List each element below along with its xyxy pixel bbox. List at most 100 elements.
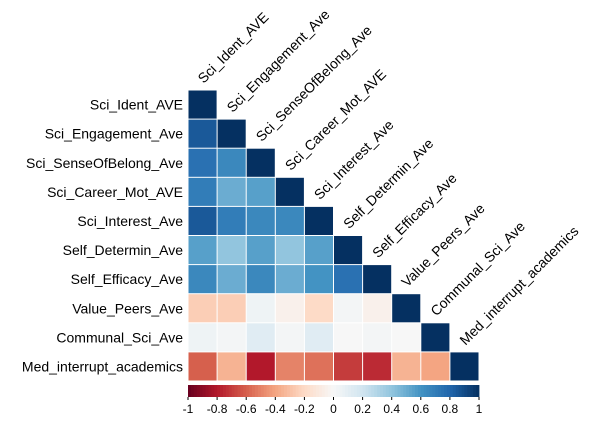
colorbar-segment <box>473 385 477 397</box>
colorbar-tick-label: -1 <box>183 402 194 416</box>
colorbar-segment <box>458 385 462 397</box>
heatmap-cell <box>217 294 246 323</box>
colorbar-tick-label: -0.2 <box>294 402 315 416</box>
row-label: Self_Determin_Ave <box>63 242 184 258</box>
colorbar-segment <box>435 385 439 397</box>
colorbar-segment <box>188 385 192 397</box>
colorbar-segment <box>316 385 320 397</box>
colorbar-segment <box>313 385 317 397</box>
colorbar-segment <box>237 385 241 397</box>
colorbar-segment <box>414 385 419 397</box>
colorbar-segment <box>406 385 410 397</box>
colorbar-segment <box>220 385 224 397</box>
colorbar-tick-label: -0.6 <box>236 402 257 416</box>
colorbar-segment <box>214 385 218 397</box>
colorbar-segment <box>356 385 361 397</box>
colorbar-segment <box>345 385 349 397</box>
colorbar-segment <box>400 385 404 397</box>
colorbar-segment <box>252 385 256 397</box>
colorbar-segment <box>284 385 288 397</box>
heatmap-cell <box>304 265 333 294</box>
colorbar-segment <box>350 385 355 397</box>
colorbar-segment <box>289 385 294 397</box>
heatmap-cells <box>188 90 479 381</box>
colorbar-segment <box>318 385 323 397</box>
heatmap-cell <box>275 206 304 235</box>
colorbar-segment <box>222 385 227 397</box>
colorbar-segment <box>417 385 422 397</box>
colorbar-segment <box>420 385 425 397</box>
colorbar-tick-label: 0.6 <box>412 402 429 416</box>
row-label: Sci_Interest_Ave <box>77 213 183 229</box>
heatmap-cell <box>334 265 363 294</box>
heatmap-cell <box>392 352 421 381</box>
heatmap-cell <box>363 352 392 381</box>
colorbar-tick-label: 1 <box>476 402 483 416</box>
heatmap-cell <box>421 323 450 352</box>
heatmap-cell <box>275 265 304 294</box>
heatmap-cell <box>275 177 304 206</box>
heatmap-cell <box>304 352 333 381</box>
colorbar-segment <box>304 385 308 397</box>
row-label: Sci_Ident_AVE <box>90 97 183 113</box>
heatmap-cell <box>188 206 217 235</box>
colorbar-segment <box>397 385 401 397</box>
colorbar-segment <box>307 385 311 397</box>
row-label: Communal_Sci_Ave <box>56 329 183 345</box>
colorbar-segment <box>324 385 329 397</box>
colorbar-segment <box>254 385 259 397</box>
colorbar-segment <box>196 385 201 397</box>
heatmap-cell <box>304 323 333 352</box>
colorbar <box>188 385 480 397</box>
heatmap-cell <box>188 90 217 119</box>
colorbar-segment <box>377 385 381 397</box>
colorbar-segment <box>234 385 238 397</box>
colorbar-segment <box>246 385 250 397</box>
heatmap-cell <box>246 294 275 323</box>
colorbar-tick-label: 0.4 <box>383 402 400 416</box>
column-label: Sci_Career_Mot_AVE <box>282 66 389 173</box>
colorbar-segment <box>429 385 433 397</box>
heatmap-cell <box>246 236 275 265</box>
colorbar-segment <box>330 385 334 397</box>
colorbar-segment <box>441 385 445 397</box>
colorbar-segment <box>409 385 413 397</box>
heatmap-cell <box>217 352 246 381</box>
colorbar-segment <box>190 385 195 397</box>
column-label: Sci_SenseOfBelong_Ave <box>253 22 375 144</box>
heatmap-cell <box>246 177 275 206</box>
colorbar-segment <box>362 385 366 397</box>
colorbar-segment <box>353 385 358 397</box>
row-label: Self_Efficacy_Ave <box>71 271 184 287</box>
heatmap-cell <box>363 323 392 352</box>
colorbar-segment <box>278 385 282 397</box>
row-label: Med_interrupt_academics <box>22 359 183 375</box>
colorbar-segment <box>310 385 314 397</box>
colorbar-segment <box>336 385 340 397</box>
colorbar-segment <box>464 385 468 397</box>
colorbar-segment <box>449 385 454 397</box>
colorbar-segment <box>263 385 267 397</box>
heatmap-cell <box>217 236 246 265</box>
heatmap-cell <box>275 294 304 323</box>
row-label: Value_Peers_Ave <box>72 300 183 316</box>
colorbar-segment <box>272 385 276 397</box>
colorbar-segment <box>461 385 465 397</box>
colorbar-segment <box>391 385 396 397</box>
heatmap-cell <box>246 148 275 177</box>
heatmap-cell <box>392 294 421 323</box>
heatmap-cell <box>275 352 304 381</box>
colorbar-segment <box>455 385 460 397</box>
colorbar-tick-label: 0.8 <box>442 402 459 416</box>
heatmap-cell <box>334 352 363 381</box>
row-label: Sci_SenseOfBelong_Ave <box>26 155 183 171</box>
heatmap-cell <box>363 265 392 294</box>
heatmap-cell <box>188 236 217 265</box>
heatmap-cell <box>217 119 246 148</box>
colorbar-segment <box>298 385 302 397</box>
heatmap-cell <box>188 352 217 381</box>
colorbar-segment <box>467 385 471 397</box>
row-label: Sci_Career_Mot_AVE <box>47 184 183 200</box>
colorbar-segment <box>368 385 372 397</box>
heatmap-cell <box>188 323 217 352</box>
